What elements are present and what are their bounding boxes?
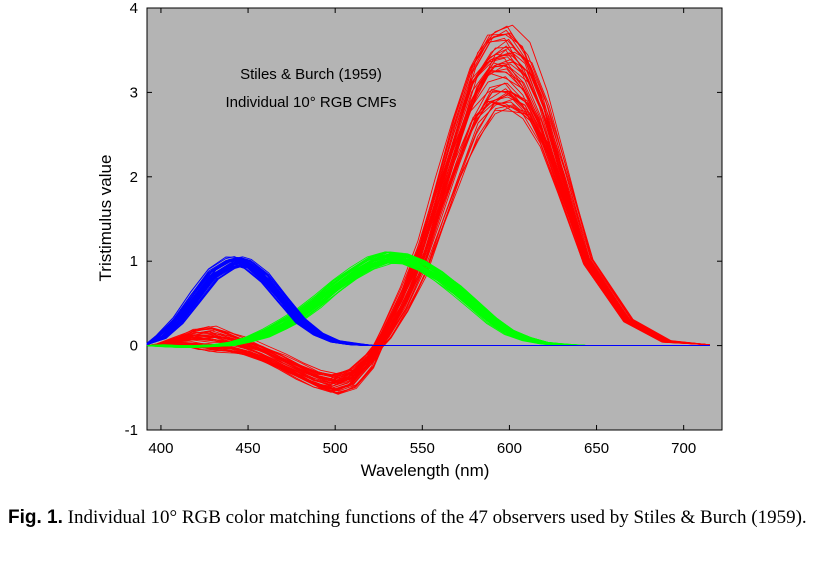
observer-curve xyxy=(146,92,710,391)
observer-curve xyxy=(146,259,588,348)
figure-caption: Fig. 1. Individual 10° RGB color matchin… xyxy=(8,505,808,530)
y-tick-label: 3 xyxy=(130,84,138,101)
observer-curve xyxy=(146,61,710,384)
x-tick-label: 550 xyxy=(410,440,435,457)
x-tick-label: 400 xyxy=(148,440,173,457)
observer-curve xyxy=(146,33,710,377)
y-tick-label: 2 xyxy=(130,169,138,186)
annotation-line-2: Individual 10° RGB CMFs xyxy=(225,94,396,111)
x-tick-label: 500 xyxy=(323,440,348,457)
x-tick-label: 700 xyxy=(671,440,696,457)
annotation-line-1: Stiles & Burch (1959) xyxy=(240,66,382,83)
observer-curve xyxy=(146,261,710,347)
y-tick-label: 0 xyxy=(130,338,138,355)
x-axis-title: Wavelength (nm) xyxy=(361,461,490,480)
observer-curve-group xyxy=(146,256,710,347)
x-tick-label: 450 xyxy=(236,440,261,457)
caption-text: Individual 10° RGB color matching functi… xyxy=(67,507,807,528)
y-tick-label: 1 xyxy=(130,253,138,270)
observer-curve xyxy=(146,69,710,386)
x-tick-label: 600 xyxy=(497,440,522,457)
curve-series-group xyxy=(146,24,710,395)
caption-label: Fig. 1. xyxy=(8,507,63,528)
y-tick-label: -1 xyxy=(125,422,138,439)
axis-ticks: 400 450 500 550 600 650 700 -1 0 1 2 3 4 xyxy=(125,0,722,457)
observer-curve xyxy=(146,29,710,376)
x-tick-label: 650 xyxy=(584,440,609,457)
observer-curve-group xyxy=(146,251,588,348)
figure-chart: 400 450 500 550 600 650 700 -1 0 1 2 3 4 Stiles & Bu… xyxy=(96,0,723,480)
y-tick-label: 4 xyxy=(130,0,138,17)
y-axis-title: Tristimulus value xyxy=(96,155,115,282)
observer-curve xyxy=(146,256,588,347)
